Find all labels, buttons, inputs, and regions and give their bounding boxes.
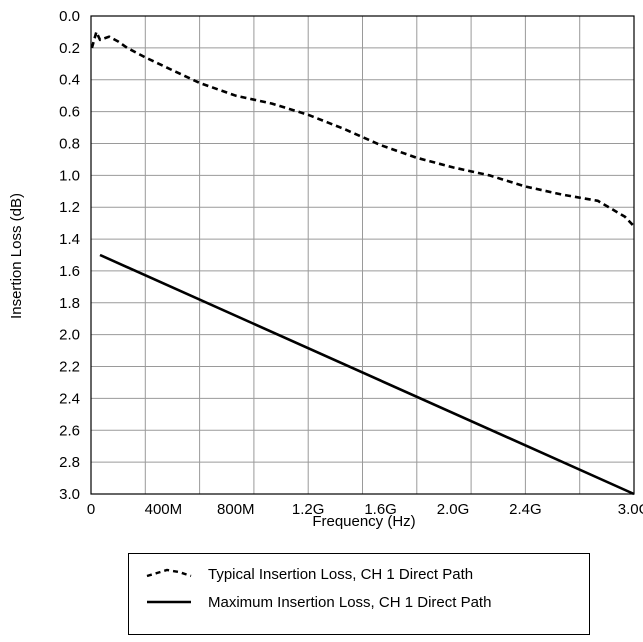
y-tick-label: 1.2 [59, 199, 80, 216]
x-tick-label: 0 [87, 501, 95, 518]
grid [90, 15, 635, 495]
insertion-loss-chart: 0.0 0.2 0.4 0.6 0.8 1.0 1.2 1.4 1.6 1.8 2.0 2.2 2.4 2… [8, 8, 643, 530]
y-tick-label: 1.4 [59, 231, 80, 248]
y-tick-label: 0.0 [59, 8, 80, 25]
x-axis-label: Frequency (Hz) [312, 513, 415, 530]
y-tick-label: 1.0 [59, 167, 80, 184]
legend-label-typical: Typical Insertion Loss, CH 1 Direct Path [208, 566, 474, 583]
legend: Typical Insertion Loss, CH 1 Direct Path… [128, 553, 590, 635]
plot-frame [90, 15, 635, 495]
y-tick-label: 0.2 [59, 40, 80, 57]
y-axis-label: Insertion Loss (dB) [8, 193, 25, 319]
legend-solid-line-swatch [147, 600, 191, 604]
legend-item-typical: Typical Insertion Loss, CH 1 Direct Path [129, 564, 589, 586]
y-tick-label: 0.6 [59, 104, 80, 121]
typical-insertion-loss-line [90, 30, 635, 228]
tick-labels: 0.0 0.2 0.4 0.6 0.8 1.0 1.2 1.4 1.6 1.8 2.0 2.2 2.4 2… [59, 8, 643, 518]
x-tick-label: 2.0G [437, 501, 470, 518]
x-tick-label: 400M [145, 501, 183, 518]
legend-item-maximum: Maximum Insertion Loss, CH 1 Direct Path [129, 592, 589, 614]
y-tick-label: 2.2 [59, 359, 80, 376]
y-tick-label: 2.8 [59, 454, 80, 471]
legend-label-maximum: Maximum Insertion Loss, CH 1 Direct Path [208, 594, 492, 611]
y-tick-label: 2.0 [59, 327, 80, 344]
x-tick-label: 1.6G [364, 501, 397, 518]
series-layer [90, 30, 635, 496]
maximum-insertion-loss-line [99, 253, 635, 496]
y-tick-label: 3.0 [59, 486, 80, 503]
x-tick-label: 800M [217, 501, 255, 518]
y-tick-label: 2.6 [59, 422, 80, 439]
x-tick-label: 3.0G [618, 501, 643, 518]
y-tick-label: 2.4 [59, 390, 80, 407]
legend-dashed-line-swatch [146, 568, 192, 578]
y-tick-label: 1.6 [59, 263, 80, 280]
x-tick-label: 1.2G [292, 501, 325, 518]
x-tick-label: 2.4G [509, 501, 542, 518]
y-tick-label: 0.4 [59, 72, 80, 89]
y-tick-label: 0.8 [59, 135, 80, 152]
y-tick-label: 1.8 [59, 295, 80, 312]
